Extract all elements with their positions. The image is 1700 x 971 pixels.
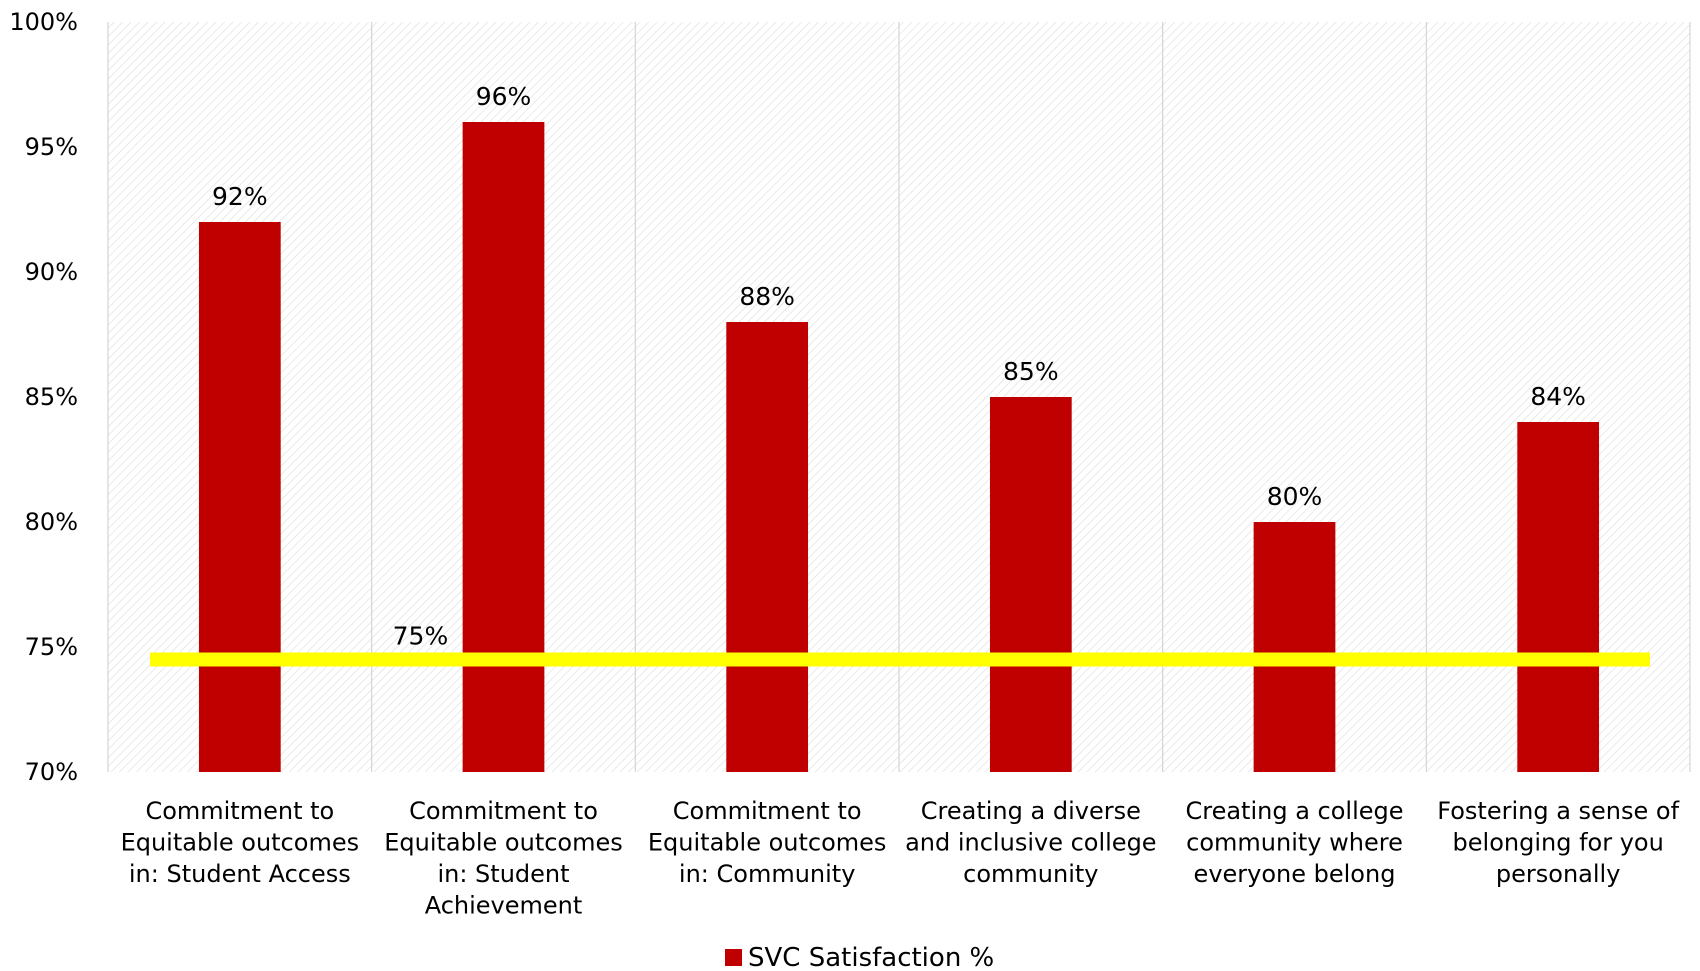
y-axis: 70% 75% 80% 85% 90% 95% 100% bbox=[9, 8, 78, 786]
x-category-label-line: in: Student Access bbox=[129, 860, 351, 888]
reference-line-group: 75% bbox=[150, 622, 1650, 667]
x-axis: Commitment to Equitable outcomes in: Stude… bbox=[121, 797, 1680, 920]
x-category-label-line: in: Community bbox=[679, 860, 856, 888]
x-category-label-line: in: Student bbox=[437, 860, 569, 888]
data-label: 84% bbox=[1530, 382, 1586, 411]
x-category-label-line: Equitable outcomes bbox=[648, 829, 887, 857]
y-tick-label: 80% bbox=[25, 508, 78, 536]
x-category-label: Fostering a sense of belonging for you per… bbox=[1437, 797, 1679, 888]
x-category-label-line: Fostering a sense of bbox=[1437, 797, 1679, 825]
bar bbox=[726, 322, 809, 772]
legend: SVC Satisfaction % bbox=[725, 943, 994, 971]
x-category-label-line: Commitment to bbox=[673, 797, 862, 825]
x-category-label: Creating a diverse and inclusive college c… bbox=[905, 797, 1156, 888]
x-category-label-line: Equitable outcomes bbox=[384, 829, 623, 857]
reference-line-label: 75% bbox=[393, 622, 449, 651]
data-label: 96% bbox=[476, 82, 532, 111]
bar bbox=[198, 222, 281, 772]
bar bbox=[462, 122, 545, 772]
x-category-label-line: Achievement bbox=[425, 892, 583, 920]
data-label: 80% bbox=[1267, 482, 1323, 511]
x-category-label-line: community where bbox=[1186, 829, 1403, 857]
x-category-label-line: Creating a college bbox=[1185, 797, 1403, 825]
x-category-label: Commitment to Equitable outcomes in: Commu… bbox=[648, 797, 887, 888]
x-category-label-line: community bbox=[963, 860, 1098, 888]
x-category-label: Commitment to Equitable outcomes in: Stude… bbox=[384, 797, 623, 920]
legend-swatch bbox=[725, 949, 742, 966]
data-labels: 92% 96% 88% 85% 80% 84% bbox=[212, 82, 1586, 511]
data-label: 88% bbox=[739, 282, 795, 311]
x-category-label-line: belonging for you bbox=[1453, 829, 1664, 857]
x-category-label: Commitment to Equitable outcomes in: Stude… bbox=[121, 797, 360, 888]
y-tick-label: 90% bbox=[25, 258, 78, 286]
y-tick-label: 85% bbox=[25, 383, 78, 411]
bar bbox=[1517, 422, 1600, 772]
x-category-label-line: Equitable outcomes bbox=[121, 829, 360, 857]
y-tick-label: 75% bbox=[25, 633, 78, 661]
x-category-label-line: and inclusive college bbox=[905, 829, 1156, 857]
legend-label: SVC Satisfaction % bbox=[748, 943, 994, 971]
bar bbox=[989, 397, 1072, 772]
data-label: 92% bbox=[212, 182, 268, 211]
vertical-gridlines bbox=[107, 22, 1691, 772]
x-category-label: Creating a college community where everyon… bbox=[1185, 797, 1403, 888]
y-tick-label: 100% bbox=[9, 8, 78, 36]
data-label: 85% bbox=[1003, 357, 1059, 386]
x-category-label-line: Commitment to bbox=[145, 797, 334, 825]
y-tick-label: 95% bbox=[25, 133, 78, 161]
bar bbox=[1253, 522, 1336, 772]
y-tick-label: 70% bbox=[25, 758, 78, 786]
x-category-label-line: Creating a diverse bbox=[921, 797, 1141, 825]
x-category-label-line: Commitment to bbox=[409, 797, 598, 825]
x-category-label-line: personally bbox=[1496, 860, 1621, 888]
x-category-label-line: everyone belong bbox=[1194, 860, 1396, 888]
